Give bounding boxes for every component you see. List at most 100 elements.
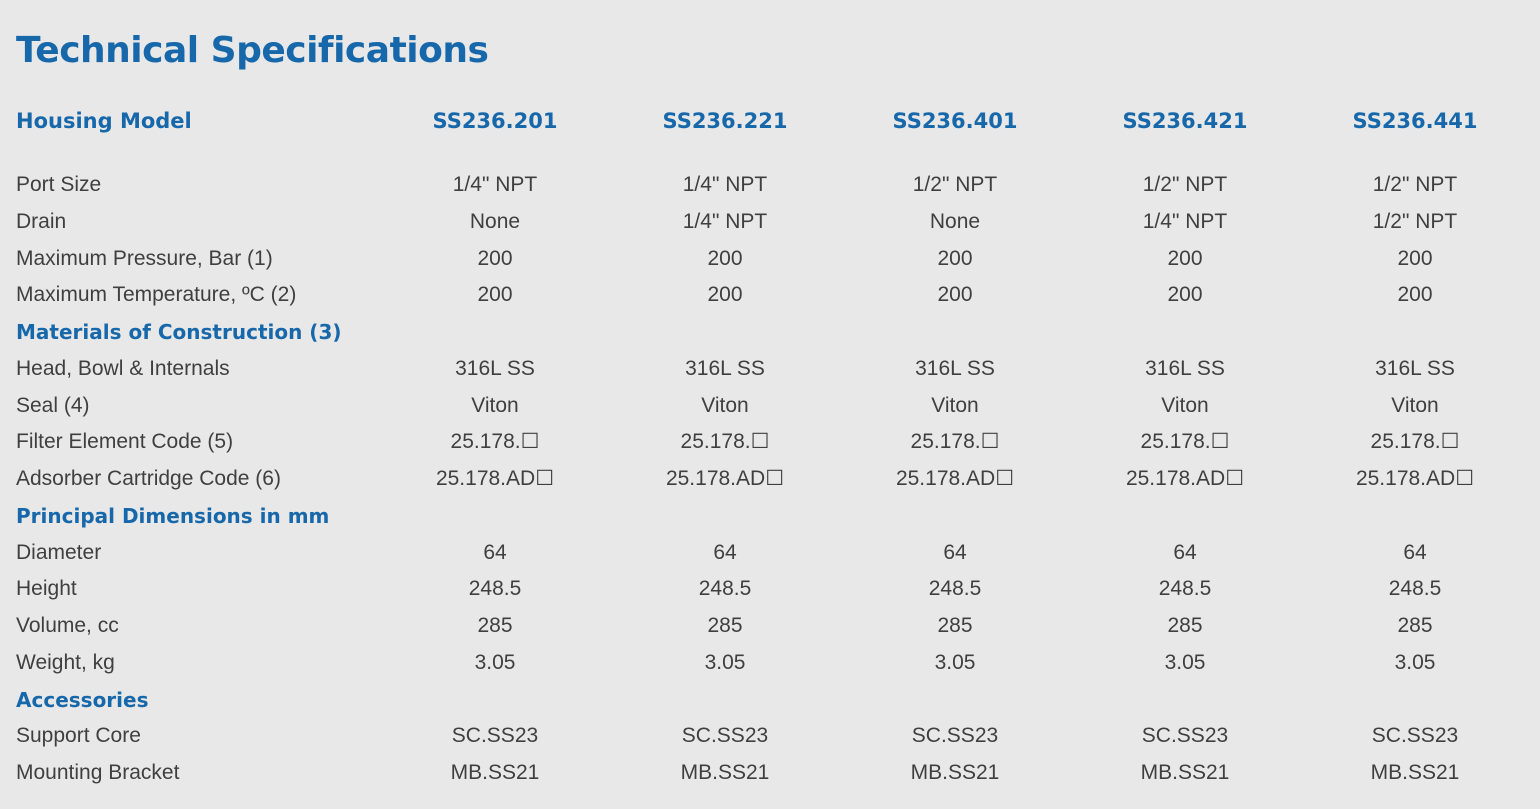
spec-value: 200 — [1397, 283, 1433, 307]
page-title: Technical Specifications — [16, 30, 489, 71]
spec-value: 285 — [477, 614, 513, 637]
spec-label: Maximum Pressure, Bar (1) — [16, 246, 273, 270]
spec-row: Height 248.5 248.5 248.5 248.5 248.5 — [0, 571, 1540, 607]
spec-row: Mounting Bracket MB.SS21 MB.SS21 MB.SS21 MB.… — [0, 755, 1540, 791]
spec-label: Mounting Bracket — [16, 761, 180, 784]
spec-value: MB.SS21 — [1370, 761, 1460, 784]
section-heading: Materials of Construction (3) — [16, 320, 342, 344]
spec-value: 1/4" NPT — [1142, 209, 1228, 233]
spec-value: 248.5 — [1388, 577, 1442, 601]
spec-label: Volume, cc — [16, 614, 119, 637]
spec-value: Viton — [1391, 393, 1439, 417]
spec-value: 285 — [1167, 614, 1203, 637]
spec-label: Port Size — [16, 173, 102, 196]
spec-row: Drain None 1/4" NPT None 1/4" NPT 1/2" NPT — [0, 204, 1540, 240]
spec-value: 25.178.☐ — [450, 430, 540, 454]
section-heading-row: Accessories — [0, 682, 1540, 718]
spec-value: 200 — [1167, 283, 1203, 307]
spec-value: MB.SS21 — [1140, 761, 1230, 784]
housing-model-header: Housing Model — [16, 109, 192, 133]
spec-value: SC.SS23 — [681, 724, 769, 748]
spec-value: Viton — [701, 393, 749, 417]
spec-label: Drain — [16, 209, 67, 233]
spec-label: Support Core — [16, 724, 141, 748]
spec-row: Diameter 64 64 64 64 64 — [0, 535, 1540, 571]
spec-value: MB.SS21 — [450, 761, 540, 784]
spec-row: Seal (4) Viton Viton Viton Viton Viton — [0, 388, 1540, 424]
spec-value: 25.178.☐ — [680, 430, 770, 454]
spec-row: Filter Element Code (5) 25.178.☐ 25.178.☐ 2… — [0, 424, 1540, 460]
spec-value: 200 — [937, 283, 973, 307]
spec-value: 3.05 — [474, 650, 516, 674]
spec-value: 25.178.☐ — [1140, 430, 1230, 454]
spec-value: 1/2" NPT — [1142, 173, 1228, 196]
spec-row: Adsorber Cartridge Code (6) 25.178.AD☐ 25.… — [0, 461, 1540, 497]
spec-value: 200 — [707, 283, 743, 307]
spec-value: 25.178.☐ — [1370, 430, 1460, 454]
spec-value: Viton — [1161, 393, 1209, 417]
spec-value: 316L SS — [1375, 356, 1455, 380]
spec-value: 1/2" NPT — [1372, 173, 1458, 196]
spec-value: None — [929, 209, 981, 233]
spec-row: Maximum Pressure, Bar (1) 200 200 200 200 200 — [0, 241, 1540, 277]
spec-label: Maximum Temperature, ºC (2) — [16, 283, 297, 307]
spec-value: Viton — [471, 393, 519, 417]
model-header-cell: SS236.401 — [892, 109, 1018, 133]
section-heading-row: Principal Dimensions in mm — [0, 498, 1540, 534]
spec-value: 3.05 — [1164, 650, 1206, 674]
spec-value: 64 — [1173, 540, 1197, 564]
spec-value: 1/4" NPT — [682, 173, 768, 196]
spec-label: Weight, kg — [16, 650, 115, 674]
section-heading: Principal Dimensions in mm — [16, 503, 330, 528]
spec-value: 200 — [1167, 246, 1203, 270]
spec-value: 316L SS — [915, 356, 995, 380]
spec-value: 64 — [943, 540, 967, 564]
spec-value: SC.SS23 — [451, 724, 539, 748]
spec-value: 285 — [707, 614, 743, 637]
spec-row: Port Size 1/4" NPT 1/4" NPT 1/2" NPT 1/2" NP… — [0, 167, 1540, 203]
section-heading-row: Materials of Construction (3) — [0, 314, 1540, 350]
spec-value: 316L SS — [1145, 356, 1225, 380]
spec-value: 285 — [1397, 614, 1433, 637]
spec-value: 248.5 — [698, 577, 752, 601]
spec-row: Support Core SC.SS23 SC.SS23 SC.SS23 SC.SS23… — [0, 718, 1540, 754]
section-heading: Accessories — [16, 687, 149, 712]
spec-value: 248.5 — [928, 577, 982, 601]
spec-value: 64 — [713, 540, 737, 564]
spec-value: 1/2" NPT — [1372, 209, 1458, 233]
model-header-cell: SS236.441 — [1352, 109, 1478, 133]
spec-value: 64 — [1403, 540, 1427, 564]
spec-value: Viton — [931, 393, 979, 417]
spec-value: 200 — [1397, 246, 1433, 270]
spec-row: Weight, kg 3.05 3.05 3.05 3.05 3.05 — [0, 645, 1540, 681]
spec-value: 248.5 — [1158, 577, 1212, 601]
spec-value: 1/4" NPT — [452, 173, 538, 196]
spec-value: 25.178.☐ — [910, 430, 1000, 454]
spec-value: 3.05 — [934, 650, 976, 674]
spec-label: Head, Bowl & Internals — [16, 356, 230, 380]
spec-row: Maximum Temperature, ºC (2) 200 200 200 200 2… — [0, 277, 1540, 313]
spec-value: 200 — [477, 246, 513, 270]
spec-label: Seal (4) — [16, 393, 90, 417]
spec-value: MB.SS21 — [680, 761, 770, 784]
spec-value: 200 — [477, 283, 513, 307]
spec-row: Volume, cc 285 285 285 285 285 — [0, 608, 1540, 644]
spec-table-header: Housing Model SS236.201 SS236.221 SS236.… — [0, 104, 1540, 138]
spec-value: 25.178.AD☐ — [1125, 467, 1245, 490]
spec-value: 1/2" NPT — [912, 173, 998, 196]
spec-value: 25.178.AD☐ — [665, 467, 785, 490]
spec-value: None — [469, 209, 521, 233]
spec-label: Height — [16, 577, 77, 601]
spec-value: 248.5 — [468, 577, 522, 601]
spec-value: 25.178.AD☐ — [435, 467, 555, 490]
spec-value: SC.SS23 — [911, 724, 999, 748]
spec-value: SC.SS23 — [1141, 724, 1229, 748]
spec-value: 200 — [937, 246, 973, 270]
spec-label: Adsorber Cartridge Code (6) — [16, 467, 281, 490]
spec-value: 3.05 — [1394, 650, 1436, 674]
spec-value: 285 — [937, 614, 973, 637]
spec-value: 316L SS — [685, 356, 765, 380]
model-header-cell: SS236.421 — [1122, 109, 1248, 133]
spec-value: 25.178.AD☐ — [1355, 467, 1475, 490]
spec-label: Diameter — [16, 540, 102, 564]
